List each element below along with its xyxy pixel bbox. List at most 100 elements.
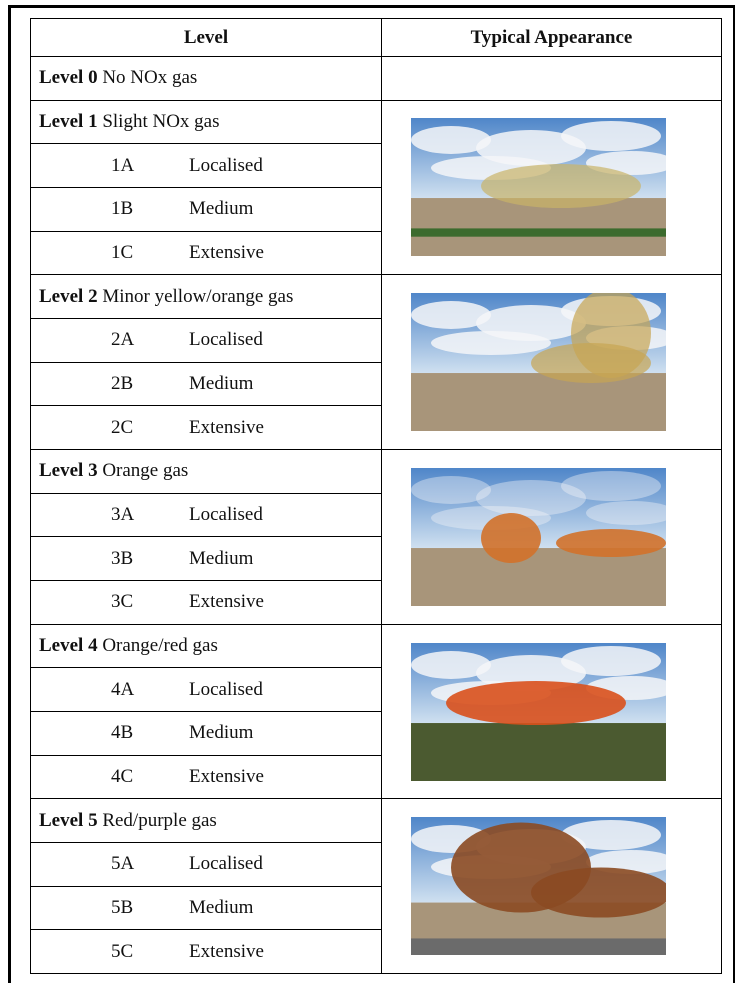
sub-code: 1B <box>111 198 133 220</box>
header-cell: Typical Appearance <box>381 18 722 57</box>
sub-name: Medium <box>189 548 253 570</box>
appearance-cell <box>381 56 722 101</box>
appearance-cell <box>381 100 722 276</box>
level-description: Slight NOx gas <box>102 111 219 132</box>
sub-code: 3C <box>111 591 133 613</box>
level-cell: Level 3 Orange gas <box>30 449 382 494</box>
sub-cell: 5A Localised <box>30 842 382 887</box>
photo-shape <box>481 165 641 209</box>
level-description: Orange/red gas <box>102 635 218 656</box>
photo <box>411 118 666 256</box>
appearance-cell <box>381 624 722 800</box>
level-text: Level 5 Red/purple gas <box>39 810 217 832</box>
sub-code: 5B <box>111 897 133 919</box>
page: LevelTypical Appearance Level 0 No NOx ga… <box>0 0 735 983</box>
sub-code: 3B <box>111 548 133 570</box>
sub-cell: 3C Extensive <box>30 580 382 625</box>
sub-code: 5A <box>111 853 134 875</box>
sub-name: Extensive <box>189 591 264 613</box>
level-text: Level 4 Orange/red gas <box>39 635 218 657</box>
photo-shape <box>531 868 666 918</box>
sub-code: 4B <box>111 722 133 744</box>
photo-shape <box>411 373 666 431</box>
level-text: Level 2 Minor yellow/orange gas <box>39 286 293 308</box>
sub-cell: 4B Medium <box>30 711 382 756</box>
level-label: Level 0 <box>39 67 98 88</box>
sub-name: Extensive <box>189 766 264 788</box>
sub-cell: 5C Extensive <box>30 929 382 974</box>
sub-code: 2B <box>111 373 133 395</box>
sub-code: 5C <box>111 941 133 963</box>
header-cell: Level <box>30 18 382 57</box>
photo-shape <box>411 723 666 781</box>
appearance-cell <box>381 798 722 974</box>
level-description: No NOx gas <box>102 67 197 88</box>
sub-code: 1C <box>111 242 133 264</box>
photo <box>411 468 666 606</box>
level-description: Orange gas <box>102 460 188 481</box>
sub-name: Medium <box>189 198 253 220</box>
photo-shape <box>446 681 626 725</box>
photo-shape <box>481 513 541 563</box>
level-label: Level 4 <box>39 635 98 656</box>
sub-cell: 3B Medium <box>30 536 382 581</box>
sub-code: 4C <box>111 766 133 788</box>
sub-name: Medium <box>189 897 253 919</box>
level-cell: Level 4 Orange/red gas <box>30 624 382 669</box>
photo <box>411 643 666 781</box>
sub-cell: 1A Localised <box>30 143 382 188</box>
appearance-cell <box>381 274 722 450</box>
sub-code: 3A <box>111 504 134 526</box>
level-label: Level 1 <box>39 111 98 132</box>
photo-shape <box>561 121 661 151</box>
level-cell: Level 5 Red/purple gas <box>30 798 382 843</box>
level-label: Level 5 <box>39 810 98 831</box>
photo-shape <box>561 471 661 501</box>
level-cell: Level 1 Slight NOx gas <box>30 100 382 145</box>
level-description: Red/purple gas <box>102 810 217 831</box>
level-label: Level 2 <box>39 286 98 307</box>
header-text: Level <box>31 27 381 49</box>
photo-shape <box>556 529 666 557</box>
sub-name: Localised <box>189 329 263 351</box>
sub-name: Extensive <box>189 417 264 439</box>
level-text: Level 3 Orange gas <box>39 460 188 482</box>
sub-code: 2A <box>111 329 134 351</box>
appearance-cell <box>381 449 722 625</box>
sub-cell: 1B Medium <box>30 187 382 232</box>
sub-cell: 4C Extensive <box>30 755 382 800</box>
level-text: Level 1 Slight NOx gas <box>39 111 220 133</box>
sub-cell: 4A Localised <box>30 667 382 712</box>
sub-name: Localised <box>189 155 263 177</box>
sub-name: Medium <box>189 373 253 395</box>
sub-name: Localised <box>189 679 263 701</box>
photo <box>411 817 666 955</box>
sub-name: Extensive <box>189 242 264 264</box>
photo-shape <box>411 548 666 606</box>
sub-cell: 2A Localised <box>30 318 382 363</box>
photo-shape <box>411 229 666 237</box>
sub-code: 4A <box>111 679 134 701</box>
photo-shape <box>411 939 666 956</box>
level-text: Level 0 No NOx gas <box>39 67 197 89</box>
photo <box>411 293 666 431</box>
sub-cell: 3A Localised <box>30 493 382 538</box>
sub-name: Medium <box>189 722 253 744</box>
photo-shape <box>531 343 651 383</box>
header-text: Typical Appearance <box>382 27 721 49</box>
sub-code: 2C <box>111 417 133 439</box>
sub-name: Localised <box>189 504 263 526</box>
sub-cell: 2C Extensive <box>30 405 382 450</box>
photo-shape <box>431 331 551 355</box>
level-cell: Level 2 Minor yellow/orange gas <box>30 274 382 319</box>
level-cell: Level 0 No NOx gas <box>30 56 382 101</box>
sub-name: Extensive <box>189 941 264 963</box>
level-label: Level 3 <box>39 460 98 481</box>
level-description: Minor yellow/orange gas <box>102 286 293 307</box>
photo-shape <box>561 646 661 676</box>
sub-name: Localised <box>189 853 263 875</box>
sub-cell: 2B Medium <box>30 362 382 407</box>
sub-cell: 1C Extensive <box>30 231 382 276</box>
sub-cell: 5B Medium <box>30 886 382 931</box>
sub-code: 1A <box>111 155 134 177</box>
